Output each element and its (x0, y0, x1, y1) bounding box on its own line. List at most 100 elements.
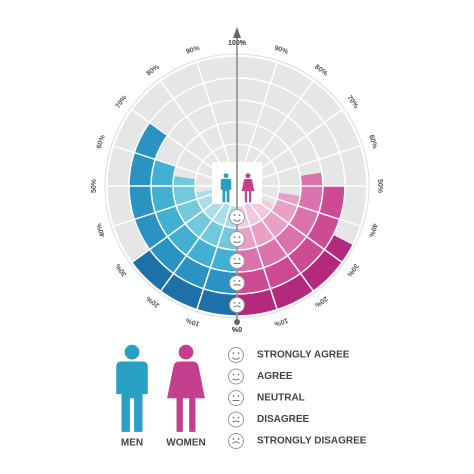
tick-label: 40% (367, 222, 378, 238)
legend-label: STRONGLY AGREE (257, 350, 350, 361)
bar (237, 172, 323, 272)
grid-line (248, 80, 315, 171)
grid-line (196, 204, 232, 310)
axis-face (229, 297, 245, 313)
icon-head (124, 344, 140, 360)
men-icon (220, 173, 232, 203)
face-mouth (233, 219, 241, 222)
tick-label: 0% (231, 325, 242, 332)
grid-line (131, 108, 222, 175)
tick-label: 50% (376, 179, 383, 194)
grid-line (113, 145, 219, 181)
grid-line (159, 201, 226, 292)
face-outline (228, 433, 244, 449)
face-eye (237, 373, 240, 376)
face-outline (229, 231, 245, 247)
face-mouth (232, 420, 240, 423)
tick-label: 30% (345, 262, 359, 278)
grid-line (131, 197, 222, 264)
legend-label: STRONGLY DISAGREE (257, 436, 367, 447)
face-eye (232, 438, 235, 440)
legend-label: DISAGREE (257, 414, 310, 425)
tick-label: 60% (367, 134, 378, 150)
grid-line (255, 191, 361, 227)
grid-line (242, 204, 278, 310)
face-eye (232, 352, 235, 354)
axis-face (229, 209, 245, 225)
tick-label: 80% (145, 63, 161, 77)
tick-label: 20% (313, 294, 329, 308)
grid-line (248, 201, 315, 292)
tick-label: 70% (115, 94, 129, 110)
tick-label: 40% (96, 222, 107, 238)
tick-label: 90% (273, 45, 289, 56)
tick-label: 10% (273, 316, 289, 327)
face-mouth (233, 284, 241, 286)
grid-line (113, 191, 219, 227)
women-icon (241, 173, 255, 203)
axis-face (229, 275, 245, 291)
tick-label: 90% (185, 45, 201, 56)
face-eye (232, 416, 235, 419)
face-eye (238, 236, 241, 238)
face-eye (238, 280, 241, 282)
legend-icon (116, 344, 148, 432)
icon-head (223, 173, 229, 179)
legend-face (228, 390, 244, 406)
face-mouth (233, 241, 241, 243)
grid-line (196, 62, 232, 168)
icon-body (116, 361, 148, 432)
face-mouth (232, 357, 240, 360)
tick-label: 60% (96, 133, 107, 149)
icon-head (245, 173, 251, 179)
tick-label: 20% (145, 294, 161, 308)
face-eye (233, 214, 236, 216)
grid-line (242, 62, 278, 168)
tick-label: 50% (91, 178, 98, 193)
face-eye (238, 214, 241, 216)
legend-series: MEN (121, 438, 143, 449)
face-outline (228, 411, 244, 428)
face-eye (237, 438, 240, 440)
grid-line (252, 197, 343, 264)
face-outline (228, 347, 244, 363)
face-eye (233, 258, 236, 260)
face-outline (228, 368, 244, 385)
icon-head (178, 344, 194, 360)
grid-line (255, 145, 361, 181)
legend-icon (167, 344, 205, 432)
face-eye (233, 302, 236, 304)
legend-face (228, 347, 244, 363)
face-mouth (233, 305, 241, 308)
face-outline (229, 275, 245, 291)
axis-dot (234, 319, 240, 325)
tick-label: 80% (313, 64, 329, 78)
face-outline (229, 209, 245, 225)
bar (237, 235, 353, 316)
face-eye (238, 258, 241, 260)
grid-line (252, 108, 343, 175)
icon-body (220, 178, 232, 203)
icon-body (241, 178, 255, 203)
legend-face (228, 433, 244, 449)
legend-label: AGREE (257, 371, 293, 382)
face-outline (229, 253, 245, 269)
face-eye (238, 302, 241, 304)
legend-face (228, 368, 244, 385)
face-outline (229, 297, 245, 313)
tick-label: 30% (114, 262, 128, 278)
axis-arrow (233, 27, 241, 38)
face-eye (233, 280, 236, 282)
legend-series: WOMEN (166, 438, 205, 449)
overlay: STRONGLY AGREE AGREE NEUTRAL DISAGREE STRONG… (116, 173, 367, 449)
legend-label: NEUTRAL (257, 393, 305, 404)
tick-label: 70% (345, 94, 359, 110)
bar (131, 249, 237, 316)
bar (237, 186, 345, 294)
axis-face (229, 231, 245, 247)
face-outline (228, 390, 244, 406)
face-eye (233, 236, 236, 238)
face-eye (232, 373, 235, 376)
legend-face (228, 411, 244, 428)
